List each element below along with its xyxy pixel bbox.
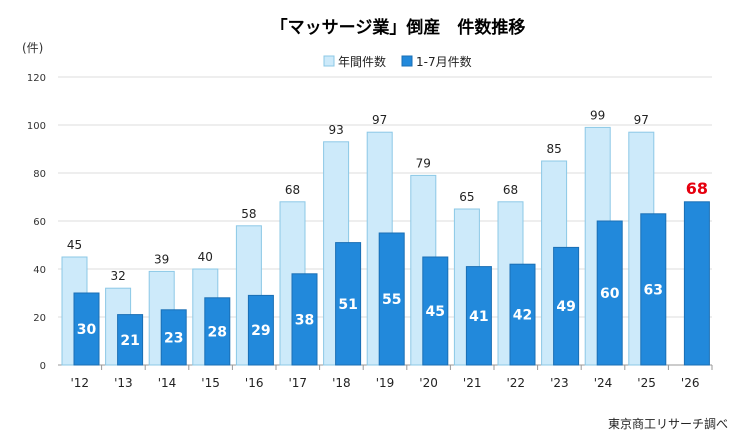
data-label-annual: 97 — [372, 113, 387, 127]
legend: 年間件数 1-7月件数 — [323, 54, 472, 69]
data-label-partial: 60 — [600, 286, 620, 302]
x-tick-label: '25 — [637, 376, 656, 390]
bar-partial — [117, 314, 144, 366]
x-axis: '12 '13 '14 '15 '16 '17 '18 '19 '20 '21 '22 '23 '24 '… — [71, 365, 713, 390]
bar-partial — [465, 266, 492, 366]
x-tick-label: '15 — [201, 376, 220, 390]
data-label-highlight: 68 — [686, 179, 708, 198]
data-label-partial: 23 — [164, 330, 183, 346]
data-label-partial: 41 — [469, 309, 488, 325]
y-tick-label: 120 — [27, 73, 46, 84]
data-label-partial: 38 — [295, 312, 314, 328]
x-tick-label: '26 — [681, 376, 700, 390]
y-tick-label: 20 — [33, 313, 46, 324]
bar-partial — [683, 201, 710, 366]
bar-partial — [291, 273, 318, 366]
data-label-annual: 68 — [503, 183, 518, 197]
x-tick-label: '14 — [158, 376, 177, 390]
bar-partial — [160, 309, 187, 366]
bar-partial — [596, 220, 623, 366]
bar-partial — [422, 256, 449, 366]
data-label-annual: 32 — [110, 269, 125, 283]
data-label-partial: 30 — [77, 322, 97, 338]
data-label-partial: 21 — [120, 333, 139, 349]
y-tick-label: 100 — [27, 121, 46, 132]
data-labels: 45 30 32 21 39 23 40 28 58 29 68 38 93 51 97 55 79 45 65 41… — [67, 108, 708, 348]
data-label-annual: 40 — [198, 250, 213, 264]
x-tick-label: '12 — [71, 376, 90, 390]
source-note: 東京商工リサーチ調べ — [608, 416, 728, 431]
data-label-annual: 65 — [459, 190, 474, 204]
data-label-partial: 42 — [513, 308, 532, 324]
data-label-annual: 99 — [590, 108, 605, 122]
y-tick-label: 60 — [33, 217, 46, 228]
bar-partial — [335, 242, 362, 366]
x-tick-label: '13 — [114, 376, 133, 390]
data-label-partial: 28 — [208, 324, 227, 340]
y-tick-label: 80 — [33, 169, 46, 180]
data-label-partial: 63 — [644, 282, 663, 298]
bar-partial — [247, 294, 274, 366]
legend-label-annual: 年間件数 — [338, 54, 386, 69]
bar-partial — [640, 213, 667, 366]
x-tick-label: '20 — [419, 376, 438, 390]
data-label-annual: 45 — [67, 238, 82, 252]
data-label-annual: 39 — [154, 252, 169, 266]
legend-swatch-annual — [323, 55, 335, 67]
legend-label-partial: 1-7月件数 — [416, 54, 472, 69]
data-label-annual: 79 — [416, 156, 431, 170]
bar-partial — [204, 297, 231, 366]
chart-title: 「マッサージ業」倒産 件数推移 — [271, 17, 526, 38]
bar-partial — [73, 292, 100, 366]
y-axis: 0 20 40 60 80 100 120 — [27, 73, 46, 372]
x-tick-label: '18 — [332, 376, 351, 390]
x-tick-label: '19 — [376, 376, 395, 390]
x-tick-label: '23 — [550, 376, 569, 390]
bars — [61, 126, 710, 366]
legend-swatch-partial — [401, 55, 413, 67]
x-tick-label: '22 — [507, 376, 526, 390]
y-tick-label: 40 — [33, 265, 46, 276]
x-tick-label: '17 — [289, 376, 308, 390]
data-label-annual: 97 — [634, 113, 649, 127]
data-label-partial: 51 — [338, 297, 357, 313]
data-label-annual: 58 — [241, 207, 256, 221]
data-label-annual: 93 — [328, 123, 343, 137]
x-tick-label: '24 — [594, 376, 613, 390]
data-label-partial: 49 — [556, 299, 575, 315]
x-tick-label: '21 — [463, 376, 482, 390]
y-tick-label: 0 — [40, 361, 46, 372]
data-label-partial: 55 — [382, 292, 401, 308]
data-label-partial: 45 — [426, 304, 445, 320]
data-label-annual: 85 — [546, 142, 561, 156]
bar-partial — [378, 232, 405, 366]
data-label-partial: 29 — [251, 323, 270, 339]
y-axis-unit: (件) — [22, 41, 43, 55]
bar-partial — [553, 246, 580, 366]
data-label-annual: 68 — [285, 183, 300, 197]
bar-partial — [509, 263, 536, 366]
x-tick-label: '16 — [245, 376, 264, 390]
